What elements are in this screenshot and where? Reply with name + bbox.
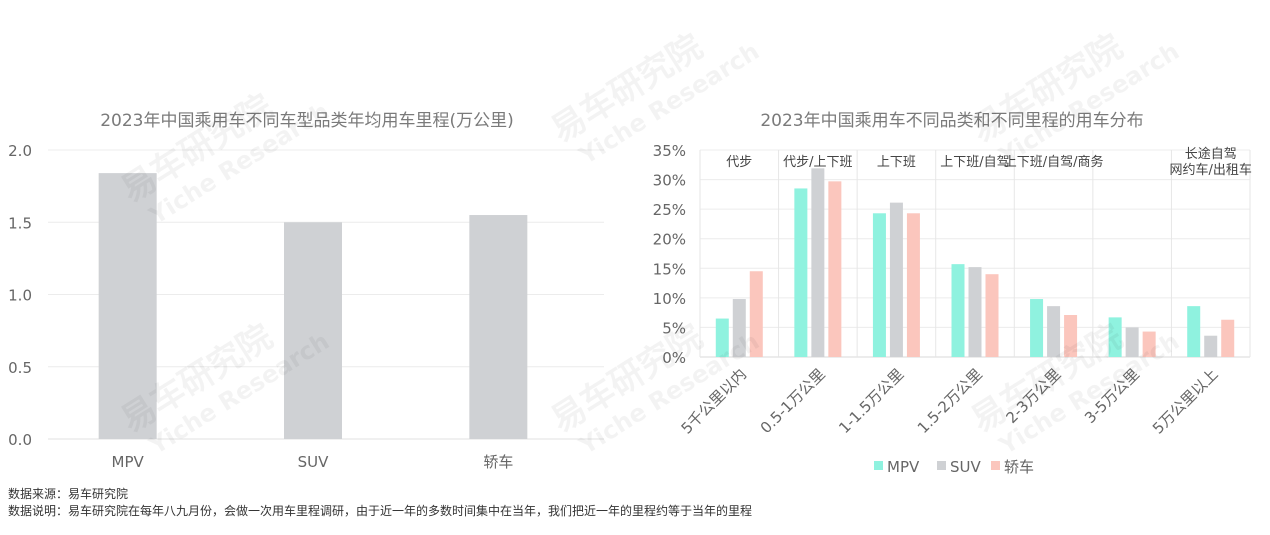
left-y-tick-label: 2.0 (8, 142, 32, 160)
right-y-tick-label: 35% (653, 142, 686, 160)
bar-suv (1125, 327, 1139, 357)
legend-label-suv: SUV (950, 458, 982, 476)
right-y-tick-label: 25% (653, 201, 686, 219)
left-bar (284, 222, 342, 439)
bar-car (906, 213, 920, 357)
data-source-note: 数据来源：易车研究院 (8, 487, 129, 501)
bar-mpv (715, 318, 729, 357)
right-x-tick-label: 5千公里以内 (678, 365, 751, 438)
category-annotation: 网约车/出租车 (1170, 162, 1252, 178)
legend-label-mpv: MPV (887, 458, 920, 476)
category-annotation: 上下班/自驾/商务 (1004, 154, 1104, 170)
bar-mpv (794, 188, 808, 357)
left-chart-title: 2023年中国乘用车不同车型品类年均用车里程(万公里) (100, 111, 514, 131)
bar-car (749, 271, 763, 357)
bar-car (1064, 315, 1078, 357)
right-x-tick-label: 1.5-2万公里 (914, 365, 986, 437)
right-chart-title: 2023年中国乘用车不同品类和不同里程的用车分布 (760, 111, 1143, 131)
right-y-tick-label: 10% (653, 290, 686, 308)
category-annotation: 代步 (726, 155, 752, 170)
left-y-tick-label: 0.0 (8, 431, 32, 449)
legend-swatch-mpv (874, 461, 883, 470)
legend-swatch-car (991, 461, 1000, 470)
left-y-tick-label: 1.0 (8, 287, 32, 305)
bar-mpv (1187, 306, 1201, 357)
right-y-tick-label: 30% (653, 172, 686, 190)
left-bar (469, 215, 528, 439)
bar-suv (811, 168, 825, 357)
right-x-tick-label: 2-3万公里 (1003, 365, 1065, 427)
right-x-tick-label: 1-1.5万公里 (835, 365, 907, 437)
category-annotation: 上下班/自驾 (940, 155, 1009, 170)
legend-swatch-suv (937, 461, 946, 470)
left-bar (98, 173, 157, 439)
category-annotation: 长途自驾 (1185, 146, 1237, 162)
right-x-tick-label: 5万公里以上 (1149, 365, 1222, 438)
category-annotation: 代步/上下班 (783, 155, 852, 170)
bar-mpv (951, 264, 965, 357)
right-y-tick-label: 0% (662, 349, 686, 367)
bar-car (985, 274, 999, 357)
right-y-tick-label: 5% (662, 319, 686, 337)
bar-suv (968, 267, 982, 357)
bar-mpv (872, 213, 886, 357)
left-y-tick-label: 0.5 (8, 359, 32, 377)
left-x-tick-label: MPV (112, 453, 145, 471)
data-explanation-note: 数据说明：易车研究院在每年八九月份，会做一次用车里程调研，由于近一年的多数时间集… (8, 504, 753, 518)
category-annotation: 上下班 (877, 155, 916, 170)
bar-suv (889, 202, 903, 357)
bar-car (1221, 319, 1235, 357)
bar-car (828, 181, 842, 357)
bar-car (1142, 331, 1156, 357)
bar-mpv (1108, 317, 1122, 357)
right-x-tick-label: 0.5-1万公里 (757, 365, 829, 437)
left-x-tick-label: 轿车 (483, 453, 513, 471)
left-x-tick-label: SUV (298, 453, 330, 471)
bar-suv (1204, 335, 1218, 357)
bar-mpv (1030, 299, 1044, 357)
left-y-tick-label: 1.5 (8, 214, 32, 232)
bar-suv (732, 299, 746, 357)
right-y-tick-label: 20% (653, 231, 686, 249)
legend-label-car: 轿车 (1004, 458, 1034, 476)
right-x-tick-label: 3-5万公里 (1081, 365, 1143, 427)
bar-suv (1047, 306, 1061, 357)
right-y-tick-label: 15% (653, 260, 686, 278)
